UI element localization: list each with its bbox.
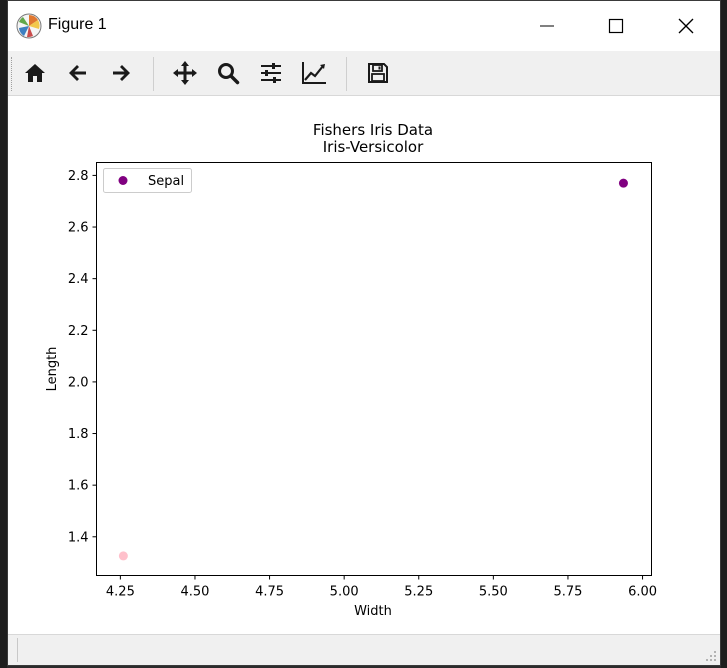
maximize-icon — [608, 18, 624, 34]
data-point-series-1 — [118, 551, 128, 561]
toolbar-separator — [153, 57, 154, 91]
scatter-plot[interactable]: Fishers Iris Data Iris-Versicolor 4.25 4.… — [8, 96, 720, 634]
x-tick-label: 5.75 — [553, 585, 582, 600]
background-window-edge-left — [0, 0, 7, 668]
forward-button[interactable] — [105, 57, 137, 89]
chart-title: Fishers Iris Data — [313, 121, 433, 139]
legend-label-sepal: Sepal — [148, 174, 184, 189]
x-tick-label: 4.75 — [255, 585, 284, 600]
y-tick-label: 2.6 — [68, 221, 89, 236]
title-bar[interactable]: Figure 1 — [8, 1, 720, 51]
y-tick-label: 1.6 — [68, 479, 89, 494]
window-title: Figure 1 — [48, 16, 107, 33]
save-button[interactable] — [362, 57, 394, 89]
y-tick-label: 2.0 — [68, 375, 89, 390]
matplotlib-logo-icon — [16, 13, 42, 39]
toolbar-separator — [346, 57, 347, 91]
maximize-button[interactable] — [593, 1, 639, 51]
y-tick-label: 1.4 — [68, 530, 89, 545]
minimize-icon — [540, 25, 554, 27]
x-tick-label: 5.00 — [330, 585, 359, 600]
home-icon — [25, 64, 45, 82]
legend-box — [103, 168, 192, 193]
pan-button[interactable] — [169, 57, 201, 89]
y-tick-label: 2.4 — [68, 272, 89, 287]
data-point-series-0 — [618, 178, 628, 188]
x-axis-label: Width — [354, 604, 392, 619]
y-axis-label: Length — [45, 347, 60, 392]
chart-subtitle: Iris-Versicolor — [323, 138, 424, 156]
configure-subplots-button[interactable] — [255, 57, 287, 89]
zoom-button[interactable] — [212, 57, 244, 89]
figure-window: Figure 1 — [7, 0, 721, 666]
plot-area — [96, 162, 652, 576]
x-axis: 4.25 4.50 4.75 5.00 5.25 5.50 5.75 6.00 — [106, 575, 657, 600]
pan-icon — [173, 61, 197, 85]
close-icon — [678, 18, 694, 34]
save-icon — [368, 63, 388, 83]
configure-subplots-icon — [261, 63, 281, 83]
back-button[interactable] — [62, 57, 94, 89]
figure-canvas[interactable]: Fishers Iris Data Iris-Versicolor 4.25 4.… — [8, 96, 720, 634]
x-tick-label: 5.25 — [404, 585, 433, 600]
navigation-toolbar — [8, 51, 720, 96]
close-button[interactable] — [663, 1, 709, 51]
status-bar — [8, 634, 720, 665]
x-tick-label: 4.50 — [180, 585, 209, 600]
edit-axis-icon — [302, 62, 326, 84]
x-tick-label: 6.00 — [628, 585, 657, 600]
x-tick-label: 4.25 — [106, 585, 135, 600]
edit-axis-button[interactable] — [298, 57, 330, 89]
y-tick-label: 2.2 — [68, 324, 89, 339]
minimize-button[interactable] — [524, 1, 570, 51]
zoom-icon — [218, 63, 240, 85]
resize-grip-icon[interactable] — [705, 650, 717, 662]
y-tick-label: 1.8 — [68, 427, 89, 442]
forward-arrow-icon — [113, 65, 130, 81]
legend-marker — [118, 176, 128, 185]
data-points — [118, 178, 628, 561]
status-divider — [17, 638, 18, 662]
x-tick-label: 5.50 — [479, 585, 508, 600]
toolbar-grip[interactable] — [11, 57, 14, 91]
legend: Sepal — [103, 168, 192, 193]
back-arrow-icon — [69, 65, 86, 81]
background-window-edge-right — [721, 0, 727, 668]
y-tick-label: 2.8 — [68, 169, 89, 184]
y-axis: 1.4 1.6 1.8 2.0 2.2 2.4 2.6 2.8 — [68, 169, 97, 545]
home-button[interactable] — [19, 57, 51, 89]
